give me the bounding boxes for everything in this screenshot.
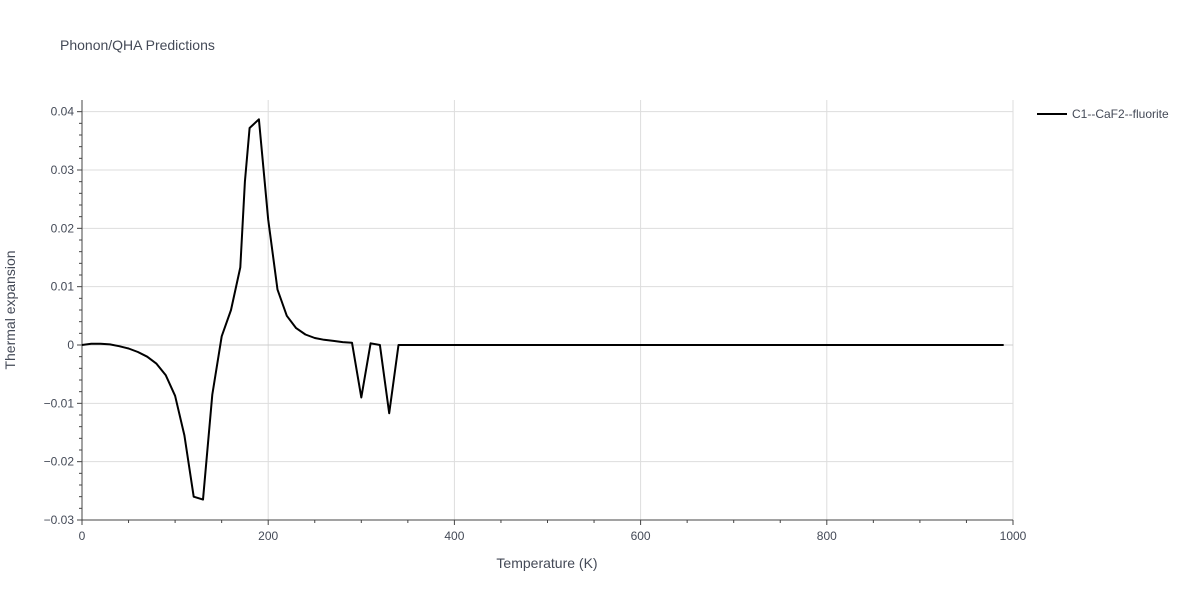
x-tick-label: 800 xyxy=(817,529,837,543)
x-tick-label: 400 xyxy=(444,529,464,543)
x-tick-label: 0 xyxy=(79,529,86,543)
legend[interactable]: C1--CaF2--fluorite xyxy=(1037,107,1169,121)
axes xyxy=(77,100,1014,525)
y-tick-label: 0 xyxy=(67,338,74,352)
y-tick-labels: −0.03 −0.02 −0.01 0 0.01 0.02 0.03 0.04 xyxy=(44,105,75,527)
x-tick-labels: 0 200 400 600 800 1000 xyxy=(79,529,1027,543)
series-line[interactable] xyxy=(81,118,1004,501)
y-tick-label: 0.03 xyxy=(51,163,75,177)
x-tick-label: 1000 xyxy=(1000,529,1027,543)
series xyxy=(81,118,1004,501)
grid xyxy=(82,100,1014,521)
x-tick-label: 200 xyxy=(258,529,278,543)
x-axis-label: Temperature (K) xyxy=(496,555,597,571)
x-tick-label: 600 xyxy=(631,529,651,543)
y-tick-label: 0.04 xyxy=(51,105,75,119)
y-tick-label: −0.03 xyxy=(44,513,75,527)
y-axis-label: Thermal expansion xyxy=(2,250,18,369)
chart-title: Phonon/QHA Predictions xyxy=(60,37,215,53)
legend-entry-label: C1--CaF2--fluorite xyxy=(1072,107,1169,121)
y-tick-label: −0.02 xyxy=(44,455,75,469)
y-tick-label: 0.01 xyxy=(51,280,75,294)
y-tick-label: 0.02 xyxy=(51,221,75,235)
y-tick-label: −0.01 xyxy=(44,396,75,410)
